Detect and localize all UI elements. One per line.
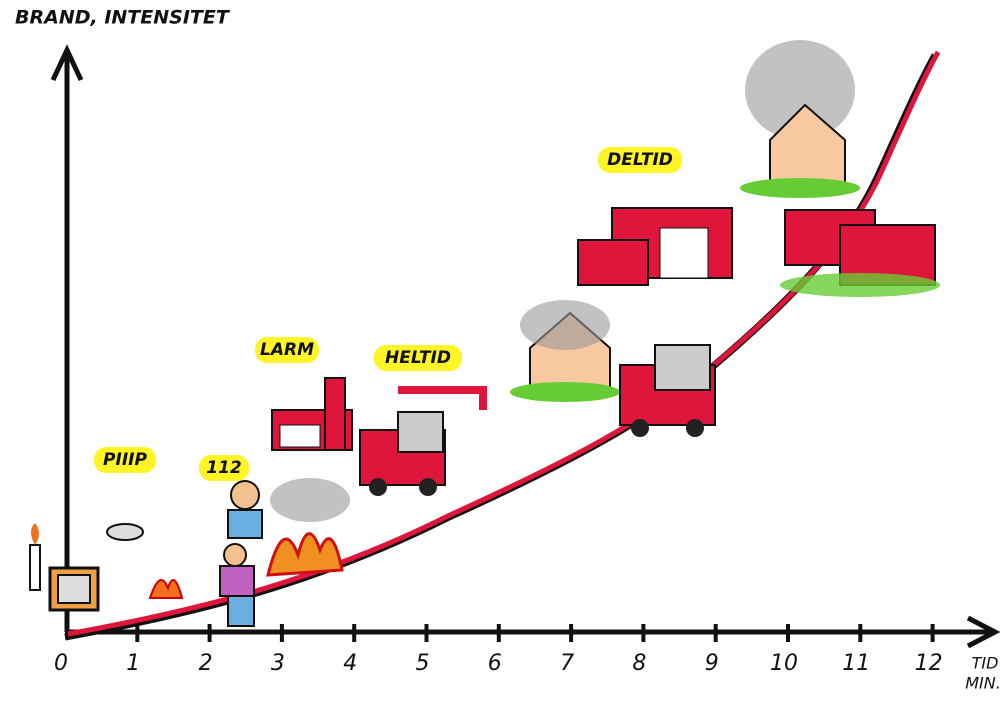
fire-truck xyxy=(359,386,487,496)
big-fire-house xyxy=(740,40,860,198)
y-axis-label: BRAND, INTENSITET xyxy=(15,7,231,29)
burning-house xyxy=(510,300,620,402)
x-tick-label: 3 xyxy=(271,651,285,676)
callout-label: HELTID xyxy=(385,348,451,368)
fire-trucks xyxy=(780,209,940,297)
callout-label: DELTID xyxy=(607,150,673,170)
x-tick-label: 8 xyxy=(632,651,646,676)
callout-label: PIIIP xyxy=(103,450,147,470)
x-tick-label: 6 xyxy=(488,651,502,676)
callout-label: LARM xyxy=(260,340,314,360)
x-tick-label: 0 xyxy=(54,651,68,676)
callout-highlight xyxy=(598,147,682,173)
x-tick-label: 2 xyxy=(199,651,213,676)
fire-truck xyxy=(619,344,716,437)
x-tick-label: 12 xyxy=(915,651,943,676)
x-axis-arrow xyxy=(966,615,1001,649)
x-tick-label: 1 xyxy=(126,651,140,676)
x-tick-label: 5 xyxy=(416,651,430,676)
x-tick-label: 4 xyxy=(343,651,357,676)
x-tick-label: 11 xyxy=(842,651,870,676)
smoke-detector xyxy=(106,523,144,541)
fire-station xyxy=(271,377,353,451)
callout-highlight xyxy=(94,447,156,473)
y-axis-arrow xyxy=(50,44,84,82)
person xyxy=(219,480,263,627)
x-tick-label: 10 xyxy=(770,651,798,676)
x-tick-label: 7 xyxy=(560,651,574,676)
callout-highlight xyxy=(255,337,319,363)
callout-highlight xyxy=(374,345,462,371)
callout-label: 112 xyxy=(206,458,242,478)
callout-highlight xyxy=(199,455,249,481)
part-time-station xyxy=(577,207,733,286)
tv-candle xyxy=(29,523,100,612)
x-axis-label: MIN. xyxy=(965,674,1001,693)
fire-small xyxy=(148,478,350,599)
x-axis-label: TID xyxy=(972,654,999,673)
x-tick-label: 9 xyxy=(705,651,719,676)
